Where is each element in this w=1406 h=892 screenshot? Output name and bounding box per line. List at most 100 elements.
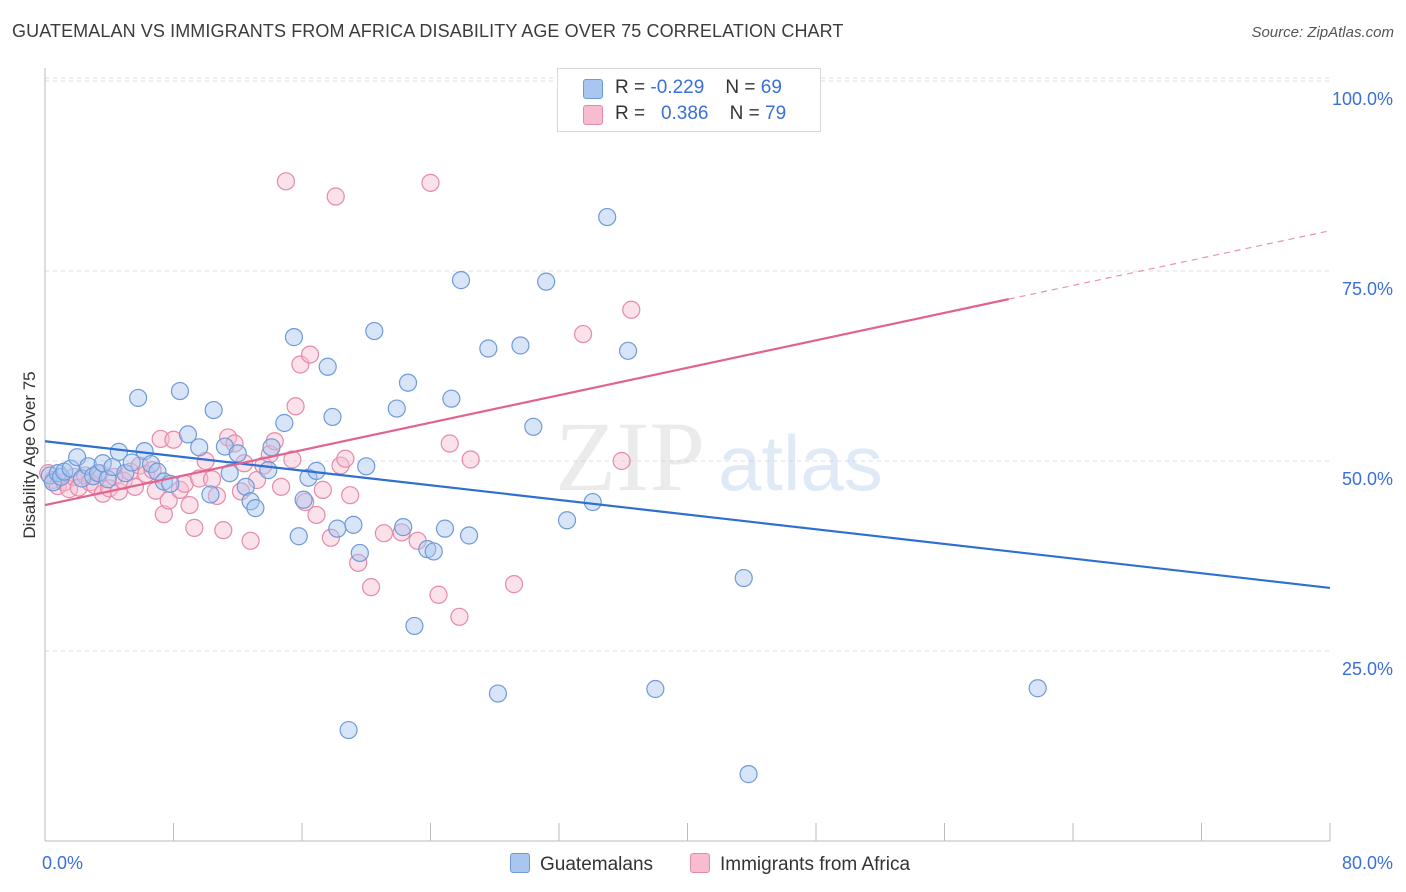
point-guatemalans [228,444,247,463]
chart-source: Source: ZipAtlas.com [1251,24,1394,41]
point-guatemalans [284,328,304,347]
point-guatemalans [289,527,308,546]
y-tick-label: 75.0% [1342,279,1393,299]
point-africa [283,450,302,469]
y-tick-label: 100.0% [1332,89,1393,109]
point-guatemalans [323,407,342,427]
legend-label-africa: Immigrants from Africa [720,854,911,875]
point-guatemalans [344,515,363,534]
point-guatemalans [122,453,141,472]
point-guatemalans [459,526,479,545]
point-guatemalans [170,381,190,401]
point-africa [291,355,310,374]
point-africa [185,518,204,537]
point-africa [241,531,260,550]
point-guatemalans [328,519,347,538]
point-guatemalans [294,490,313,509]
point-guatemalans [365,321,384,341]
point-guatemalans [201,485,220,504]
point-africa [361,578,381,597]
point-africa [214,521,233,540]
point-guatemalans [442,389,461,408]
point-africa [151,429,170,449]
point-africa [326,187,345,206]
legend-r-value: -0.229 [650,77,705,98]
point-guatemalans [524,417,543,436]
point-guatemalans [646,679,665,699]
watermark-zip: ZIP [555,401,705,512]
point-guatemalans [598,207,617,227]
point-africa [307,505,326,525]
legend-item-africa: Immigrants from Africa [690,853,910,876]
point-guatemalans [537,272,556,291]
point-africa [450,607,469,626]
point-guatemalans [405,616,424,636]
point-africa [461,450,480,469]
point-africa [154,505,173,524]
point-guatemalans [618,341,638,360]
legend-r-label: R = [615,103,646,124]
legend-n-value: 79 [765,103,787,124]
point-guatemalans [557,511,577,530]
point-guatemalans [398,373,418,392]
point-guatemalans [262,438,281,457]
point-africa [286,397,305,416]
legend-label-guatemalans: Guatemalans [540,854,654,875]
legend-swatch-guatemalans [583,79,603,99]
point-africa [440,434,459,453]
bottom-swatch-africa [690,853,710,873]
point-africa [321,528,341,547]
x-tick-label: 0.0% [42,853,83,873]
stats-legend: R = -0.229 N = 69 R = 0.386 N = 79 [557,68,821,132]
point-guatemalans [84,467,103,486]
y-tick-label: 25.0% [1342,659,1393,679]
point-guatemalans [339,720,358,740]
point-guatemalans [511,336,530,355]
point-africa [300,345,320,364]
point-africa [612,451,631,471]
bottom-swatch-guatemalans [510,853,530,873]
point-guatemalans [129,388,148,408]
point-guatemalans [451,271,471,290]
point-guatemalans [116,464,135,483]
point-africa [313,480,332,499]
legend-item-guatemalans: Guatemalans [510,853,653,876]
trend-lines [44,230,1331,590]
point-africa [573,324,593,344]
point-guatemalans [236,477,255,496]
point-guatemalans [246,499,265,518]
legend-r-value: 0.386 [660,103,709,124]
point-guatemalans [488,684,508,703]
point-africa [202,470,222,489]
point-guatemalans [357,457,376,476]
point-guatemalans [739,765,758,784]
point-guatemalans [318,357,337,376]
point-africa [336,449,355,468]
watermark-atlas: atlas [718,419,883,507]
y-tick-label: 50.0% [1342,469,1393,489]
legend-n-value: 69 [760,77,782,98]
point-africa [504,575,524,594]
point-guatemalans [141,454,161,474]
point-guatemalans [79,457,98,476]
axes: 25.0% 50.0% 75.0% 100.0% 0.0% 80.0% [42,68,1393,873]
point-guatemalans [435,519,455,538]
watermark: ZIP atlas [555,401,883,512]
point-guatemalans [275,413,294,433]
trend-line-africa-extension [1008,230,1331,300]
chart-title: GUATEMALAN VS IMMIGRANTS FROM AFRICA DIS… [12,21,844,41]
point-guatemalans [479,339,498,358]
trend-line-guatemalans [44,440,1331,590]
point-africa [341,486,360,505]
point-africa [622,300,641,319]
point-guatemalans [350,543,369,563]
point-guatemalans [178,425,198,444]
point-guatemalans [204,400,223,420]
point-africa [429,585,448,604]
point-africa [374,524,394,543]
point-africa [207,486,226,506]
legend-n-label: N = [725,77,756,98]
point-guatemalans [394,518,413,537]
x-tick-label: 80.0% [1342,853,1393,873]
